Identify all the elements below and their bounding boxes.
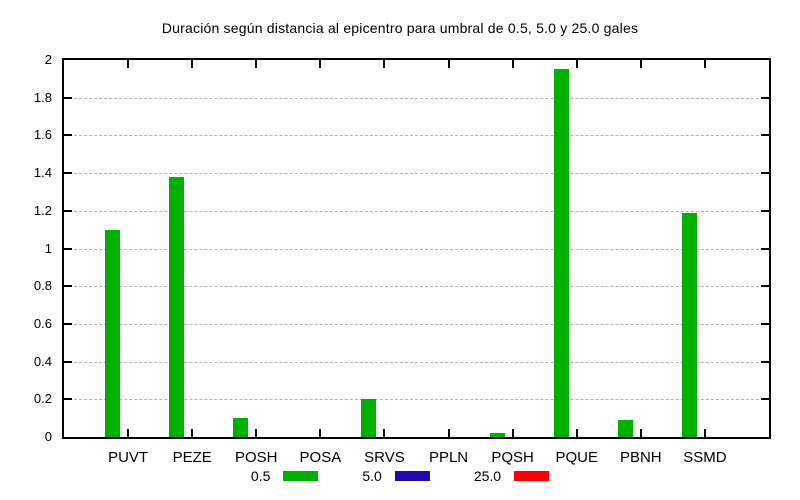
- y-axis-tick: [64, 285, 72, 288]
- x-tick-label: SRVS: [364, 449, 405, 466]
- y-tick-label: 1: [44, 240, 52, 256]
- y-tick-label: 1.6: [33, 127, 52, 143]
- x-axis-tick: [639, 429, 642, 437]
- bar-0.5-PEZE: [169, 176, 185, 437]
- gridline: [64, 248, 769, 250]
- gridline: [64, 135, 769, 137]
- legend-label: 0.5: [250, 468, 271, 484]
- legend-swatch: [514, 471, 550, 481]
- legend-item: 0.5: [250, 468, 319, 484]
- bar-0.5-PBNH: [617, 420, 633, 437]
- y-axis-tick: [64, 209, 72, 212]
- x-axis-tick: [575, 60, 578, 68]
- y-axis-tick: [64, 134, 72, 137]
- y-axis-tick: [761, 247, 769, 250]
- x-axis-tick: [255, 429, 258, 437]
- x-tick-label: PEZE: [172, 449, 212, 466]
- gridline: [64, 399, 769, 401]
- x-tick-label: POSA: [299, 449, 342, 466]
- y-axis-tick: [64, 247, 72, 250]
- x-axis-tick: [255, 60, 258, 68]
- y-axis-tick: [64, 360, 72, 363]
- gridline: [64, 97, 769, 99]
- x-axis-tick: [319, 429, 322, 437]
- y-axis-tick: [761, 134, 769, 137]
- y-tick-label: 1.4: [33, 165, 52, 181]
- legend: 0.5 5.0 25.0: [0, 468, 800, 484]
- x-axis-tick: [383, 429, 386, 437]
- y-tick-label: 0.6: [33, 315, 52, 331]
- x-tick-label: PUVT: [108, 449, 149, 466]
- y-axis-tick: [761, 172, 769, 175]
- y-axis-tick: [64, 172, 72, 175]
- bar-0.5-PQUE: [553, 69, 569, 437]
- plot-area: [62, 58, 771, 439]
- y-tick-label: 0.2: [33, 391, 52, 407]
- bar-0.5-SSMD: [681, 212, 697, 437]
- y-tick-label: 2: [44, 52, 52, 67]
- bar-0.5-POSH: [233, 418, 249, 437]
- x-tick-label: POSH: [235, 449, 278, 466]
- x-axis-tick: [575, 429, 578, 437]
- y-tick-label: 0.8: [33, 278, 52, 294]
- x-tick-label: PQSH: [491, 449, 534, 466]
- y-axis-tick: [761, 96, 769, 99]
- legend-item: 25.0: [473, 468, 550, 484]
- x-axis-tick: [383, 60, 386, 68]
- y-axis-tick: [64, 96, 72, 99]
- gridline: [64, 323, 769, 325]
- x-tick-label: PBNH: [619, 449, 662, 466]
- chart-title: Duración según distancia al epicentro pa…: [161, 20, 639, 36]
- x-axis-tick: [447, 60, 450, 68]
- y-tick-label: 0: [44, 429, 52, 444]
- x-axis-tick: [511, 60, 514, 68]
- gridline: [64, 210, 769, 212]
- x-axis-tick: [447, 429, 450, 437]
- y-tick-label: 1.8: [33, 89, 52, 105]
- x-axis-tick: [319, 60, 322, 68]
- y-axis-tick: [761, 322, 769, 325]
- legend-swatch: [283, 471, 319, 481]
- x-tick-label: PQUE: [555, 449, 598, 466]
- bar-0.5-PQSH: [489, 433, 505, 437]
- x-axis-tick: [191, 60, 194, 68]
- x-axis-tick: [703, 60, 706, 68]
- y-axis-tick: [64, 398, 72, 401]
- y-axis-tick: [761, 285, 769, 288]
- bar-0.5-SRVS: [361, 399, 377, 437]
- gridline: [64, 286, 769, 288]
- x-axis-tick: [127, 60, 130, 68]
- legend-swatch: [394, 471, 430, 481]
- gridline: [64, 173, 769, 175]
- x-axis-tick: [703, 429, 706, 437]
- legend-label: 25.0: [473, 468, 502, 484]
- x-axis-tick: [191, 429, 194, 437]
- legend-item: 5.0: [362, 468, 430, 484]
- y-axis-tick: [64, 322, 72, 325]
- legend-label: 5.0: [362, 468, 382, 484]
- x-axis-tick: [511, 429, 514, 437]
- y-tick-label: 0.4: [33, 353, 52, 369]
- x-axis-tick: [639, 60, 642, 68]
- bar-0.5-PUVT: [105, 229, 121, 437]
- x-tick-label: SSMD: [683, 449, 727, 466]
- y-axis-tick: [761, 398, 769, 401]
- y-tick-label: 1.2: [33, 202, 52, 218]
- gridline: [64, 361, 769, 363]
- y-axis-tick: [761, 360, 769, 363]
- y-axis-tick: [761, 209, 769, 212]
- x-axis-tick: [127, 429, 130, 437]
- x-tick-label: PPLN: [428, 449, 469, 466]
